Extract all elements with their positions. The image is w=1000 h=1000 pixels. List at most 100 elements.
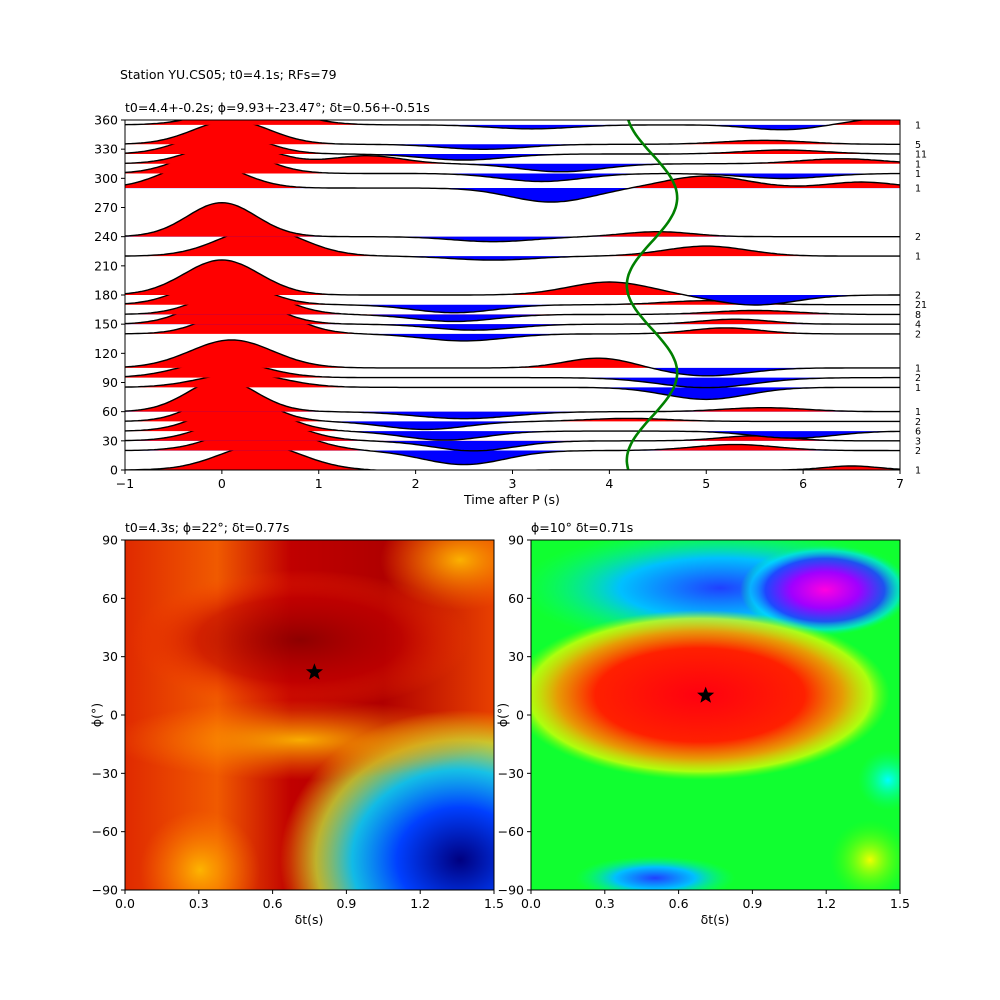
x-tick-label: 1.2 [410, 896, 430, 911]
y-tick-label: −90 [92, 883, 118, 898]
rf-trace-baz-105 [125, 339, 900, 377]
grid-left-panel: t0=4.3s; ϕ=22°; δt=0.77s 0.0 0.3 0.6 0.9 1.2… [89, 520, 504, 927]
rf-count-label: 1 [915, 383, 921, 394]
y-tick-label: 30 [102, 433, 118, 448]
grid-right-x-ticks: 0.0 0.3 0.6 0.9 1.2 1.5 [521, 890, 910, 911]
y-tick-label: 270 [94, 200, 118, 215]
grid-left-title: t0=4.3s; ϕ=22°; δt=0.77s [125, 520, 289, 535]
x-tick-label: 1.5 [484, 896, 504, 911]
x-tick-label: 7 [896, 476, 904, 491]
rf-count-label: 21 [915, 300, 927, 311]
rf-trace-line [125, 378, 900, 420]
x-tick-label: 0.3 [595, 896, 615, 911]
rf-count-label: 1 [915, 363, 921, 374]
rf-count-label: 3 [915, 436, 921, 447]
t0-curve-layer [625, 120, 679, 470]
x-tick-label: 2 [412, 476, 420, 491]
rf-trace-negative-fill [125, 163, 900, 172]
y-tick-label: 120 [94, 346, 118, 361]
rf-trace-line [125, 339, 900, 377]
rf-stack-title: t0=4.4+-0.2s; ϕ=9.93+-23.47°; δt=0.56+-0… [125, 100, 430, 115]
y-tick-label: 60 [102, 591, 118, 606]
rf-trace-line [125, 120, 868, 131]
rf-trace-positive-fill [125, 391, 900, 422]
grid-left-best-fit-star [305, 663, 323, 680]
rf-trace-positive-fill [125, 445, 900, 470]
x-tick-label: 6 [799, 476, 807, 491]
x-tick-label: 0.6 [263, 896, 283, 911]
rf-trace-negative-fill [125, 411, 900, 419]
rf-count-label: 8 [915, 310, 921, 321]
rf-trace-negative-fill [125, 324, 900, 331]
rf-trace-negative-fill [125, 377, 900, 388]
y-tick-label: 0 [110, 463, 118, 478]
y-tick-label: −90 [498, 883, 524, 898]
figure-suptitle: Station YU.CS05; t0=4.1s; RFs=79 [120, 67, 337, 82]
rf-count-label: 2 [915, 329, 921, 340]
x-tick-label: 3 [509, 476, 517, 491]
grid-right-heatmap [531, 540, 900, 890]
y-tick-label: 30 [102, 649, 118, 664]
rf-count-label: 1 [915, 466, 921, 477]
grid-left-ylabel: ϕ(°) [89, 703, 104, 727]
grid-right-best-fit-star [697, 686, 715, 703]
rf-trace-negative-fill [125, 173, 900, 182]
rf-count-label: 2 [915, 373, 921, 384]
grid-left-heatmap [125, 540, 494, 890]
y-tick-label: 90 [102, 375, 118, 390]
rf-count-label: 11 [915, 150, 927, 161]
rf-stack-x-ticks: −1 0 1 2 3 4 5 6 7 [116, 470, 904, 491]
y-tick-label: 330 [94, 142, 118, 157]
rf-trace-negative-fill [125, 304, 900, 313]
rf-trace-negative-fill [125, 295, 900, 305]
y-tick-label: 180 [94, 288, 118, 303]
grid-left-x-ticks: 0.0 0.3 0.6 0.9 1.2 1.5 [115, 890, 504, 911]
x-tick-label: 1.2 [816, 896, 836, 911]
grid-right-ylabel: ϕ(°) [495, 703, 510, 727]
x-tick-label: 0 [218, 476, 226, 491]
y-tick-label: 0 [516, 708, 524, 723]
y-tick-label: −60 [498, 824, 524, 839]
rf-trace-positive-fill [125, 146, 900, 174]
t0-curve [625, 120, 679, 470]
rf-trace-negative-fill [125, 236, 900, 242]
y-tick-label: 150 [94, 317, 118, 332]
y-tick-label: 240 [94, 229, 118, 244]
rf-trace-negative-fill [125, 440, 900, 451]
rf-stack-panel: t0=4.4+-0.2s; ϕ=9.93+-23.47°; δt=0.56+-0… [94, 100, 927, 507]
y-tick-label: 360 [94, 113, 118, 128]
y-tick-label: −60 [92, 824, 118, 839]
rf-trace-positive-fill [125, 294, 900, 325]
rf-trace-line [125, 259, 900, 306]
rf-count-label: 5 [915, 140, 921, 151]
rf-trace-negative-fill [125, 256, 900, 261]
rf-count-label: 1 [915, 252, 921, 263]
rf-trace-baz-180 [125, 259, 900, 306]
best-fit-star-mark [697, 686, 715, 703]
rf-count-label: 1 [915, 169, 921, 180]
rf-trace-line [125, 161, 900, 203]
rf-trace-baz-290 [125, 161, 900, 203]
rf-count-label: 1 [915, 120, 921, 131]
rf-trace-positive-fill [125, 260, 900, 295]
rf-trace-negative-fill [125, 144, 900, 150]
x-tick-label: 0.9 [742, 896, 762, 911]
rf-trace-positive-fill [125, 120, 900, 125]
grid-left-y-ticks: −90 −60 −30 0 30 60 90 [92, 533, 125, 898]
x-tick-label: 0.3 [189, 896, 209, 911]
rf-trace-negative-fill [125, 188, 900, 202]
rf-count-label: 2 [915, 291, 921, 302]
rf-stack-xlabel: Time after P (s) [463, 492, 560, 507]
rf-trace-positive-fill [125, 360, 900, 378]
rf-trace-negative-fill [125, 387, 900, 400]
rf-traces [125, 120, 900, 470]
x-tick-label: 0.6 [669, 896, 689, 911]
y-tick-label: 30 [508, 649, 524, 664]
x-tick-label: 0.0 [115, 896, 135, 911]
rf-trace-negative-fill [125, 314, 900, 322]
y-tick-label: −30 [498, 766, 524, 781]
rf-trace-positive-fill [125, 277, 900, 305]
rf-trace-positive-fill [125, 424, 900, 451]
